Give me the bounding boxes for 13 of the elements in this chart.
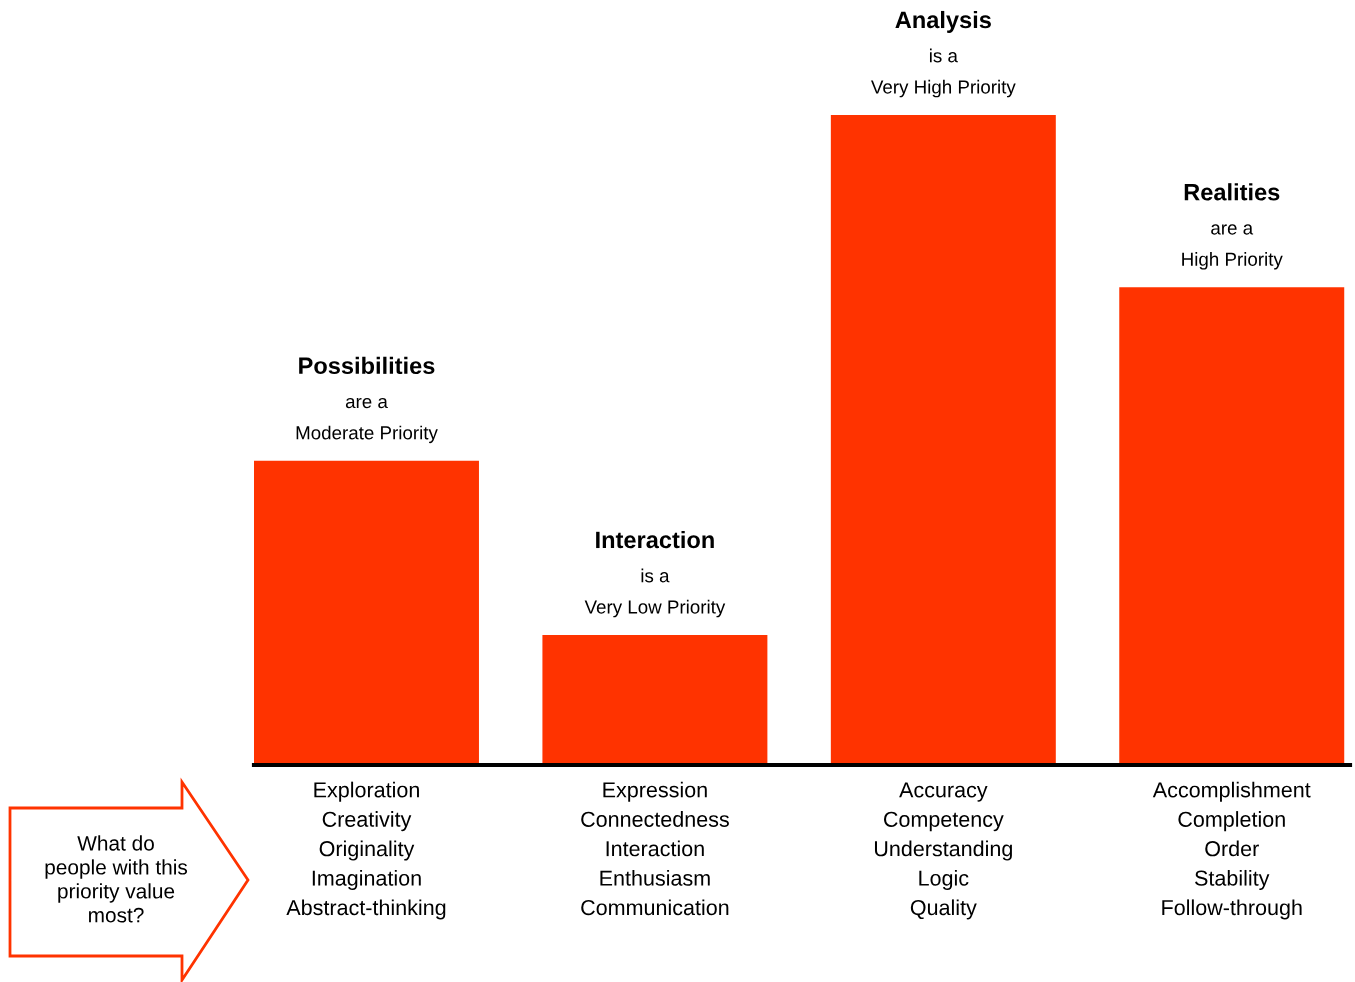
bar [542, 635, 768, 765]
x-tick-label: Expression Connectedness Interaction Enthusiasm Communication [581, 781, 729, 916]
x-tick-label: Exploration Creativity Originality Imagination Abstract-thinking [286, 781, 446, 920]
bar [254, 460, 479, 765]
bar [1119, 287, 1345, 765]
annotation: Realities are a High Priority [1182, 183, 1283, 270]
x-tick-label: Accomplishment Completion Order Stability Follow-through [1152, 781, 1311, 920]
annotation: Interaction is a Very Low Priority [584, 530, 726, 618]
text: What do people with this priority value most? [45, 835, 188, 923]
annotation: Possibilities are a Moderate Priority [296, 356, 438, 444]
x-tick-label: Accuracy Competency Understanding Logic Quality [874, 782, 1012, 920]
bar [830, 115, 1056, 765]
annotation: Analysis is a Very High Priority [870, 10, 1016, 98]
